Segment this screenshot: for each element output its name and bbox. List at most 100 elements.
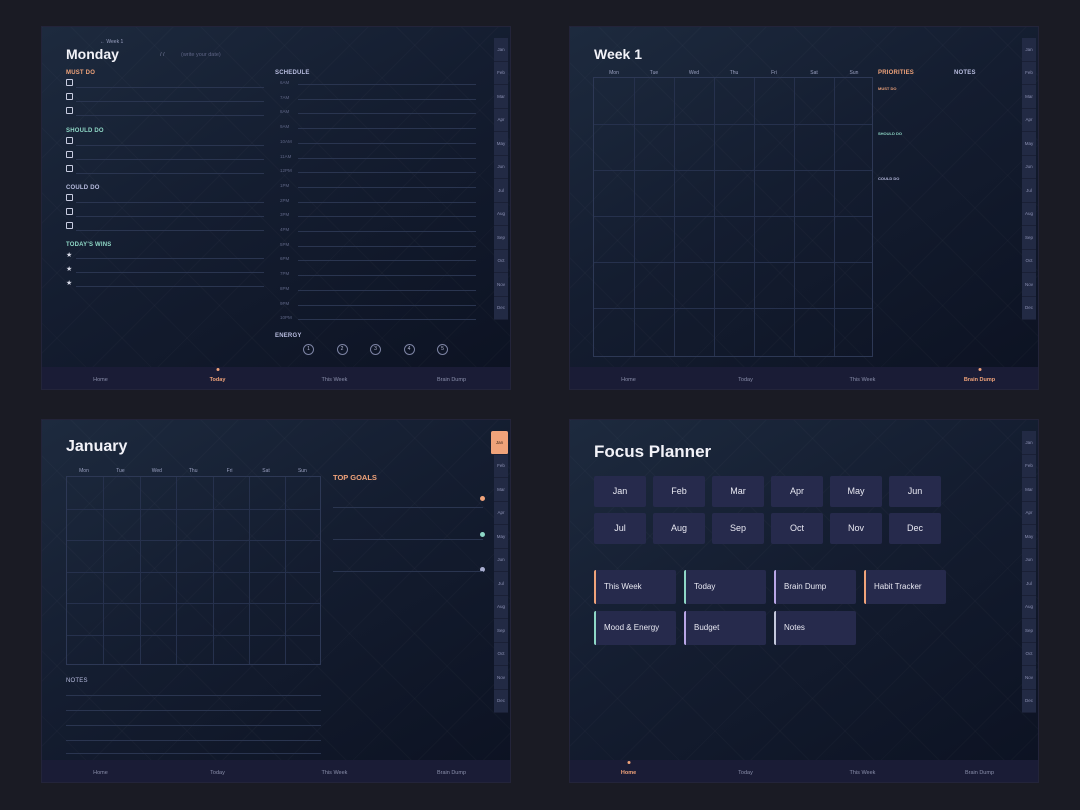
win-line[interactable] — [76, 272, 264, 273]
tab-jul[interactable]: Jul — [494, 572, 508, 596]
schedule-slot[interactable] — [298, 275, 476, 277]
quick-link-this-week[interactable]: This Week — [594, 570, 676, 604]
energy-level-1[interactable]: 1 — [303, 344, 314, 355]
nav-this-week[interactable]: This Week — [321, 770, 348, 776]
schedule-slot[interactable] — [298, 157, 476, 159]
checkbox[interactable] — [66, 151, 73, 158]
tab-dec[interactable]: Dec — [494, 297, 508, 320]
month-button-jul[interactable]: Jul — [594, 513, 646, 544]
schedule-slot[interactable] — [298, 113, 476, 115]
schedule-slot[interactable] — [298, 260, 476, 262]
goal-line[interactable] — [333, 507, 483, 508]
schedule-slot[interactable] — [298, 245, 476, 247]
tab-dec[interactable]: Dec — [1022, 297, 1036, 320]
tab-sep[interactable]: Sep — [1022, 226, 1036, 250]
note-line[interactable] — [66, 725, 321, 726]
tab-nov[interactable]: Nov — [494, 273, 508, 297]
schedule-slot[interactable] — [298, 84, 476, 85]
tab-jun[interactable]: Jun — [1022, 156, 1036, 179]
energy-level-4[interactable]: 4 — [403, 344, 415, 355]
task-line[interactable] — [76, 145, 264, 146]
tab-may[interactable]: May — [1022, 525, 1036, 549]
checkbox[interactable] — [66, 222, 73, 229]
goal-line[interactable] — [333, 571, 483, 572]
task-line[interactable] — [76, 101, 264, 102]
tab-jan[interactable]: Jan — [491, 431, 508, 455]
tab-aug[interactable]: Aug — [1022, 596, 1036, 619]
schedule-slot[interactable] — [298, 231, 476, 232]
schedule-slot[interactable] — [298, 304, 476, 306]
tab-apr[interactable]: Apr — [1022, 109, 1036, 132]
tab-sep[interactable]: Sep — [1022, 619, 1036, 643]
nav-brain-dump[interactable]: Brain Dump — [964, 770, 995, 776]
energy-level-2[interactable]: 2 — [336, 344, 348, 355]
week-grid[interactable] — [593, 77, 873, 357]
month-button-jun[interactable]: Jun — [889, 476, 941, 507]
quick-link-habit-tracker[interactable]: Habit Tracker — [864, 570, 946, 604]
tab-mar[interactable]: Mar — [1022, 478, 1036, 502]
nav-this-week[interactable]: This Week — [849, 377, 876, 383]
note-line[interactable] — [66, 753, 321, 754]
nav-today[interactable]: Today — [210, 770, 225, 776]
tab-mar[interactable]: Mar — [494, 85, 508, 109]
tab-nov[interactable]: Nov — [1022, 666, 1036, 690]
nav-today[interactable]: Today — [159, 367, 276, 389]
tab-nov[interactable]: Nov — [494, 666, 508, 690]
schedule-slot[interactable] — [298, 172, 476, 174]
tab-sep[interactable]: Sep — [494, 619, 508, 643]
tab-feb[interactable]: Feb — [1022, 62, 1036, 85]
tab-dec[interactable]: Dec — [1022, 690, 1036, 713]
month-button-mar[interactable]: Mar — [712, 476, 764, 507]
win-line[interactable] — [76, 258, 264, 259]
nav-home[interactable]: Home — [93, 377, 108, 383]
nav-brain-dump[interactable]: Brain Dump — [921, 367, 1038, 389]
tab-feb[interactable]: Feb — [494, 62, 508, 85]
task-line[interactable] — [76, 216, 264, 217]
tab-oct[interactable]: Oct — [1022, 643, 1036, 666]
tab-aug[interactable]: Aug — [494, 203, 508, 226]
quick-link-today[interactable]: Today — [684, 570, 766, 604]
schedule-slot[interactable] — [298, 319, 476, 321]
month-grid[interactable] — [66, 476, 321, 665]
task-line[interactable] — [76, 115, 264, 116]
tab-oct[interactable]: Oct — [494, 643, 508, 666]
nav-home[interactable]: Home — [570, 760, 687, 782]
tab-oct[interactable]: Oct — [494, 250, 508, 273]
checkbox[interactable] — [66, 208, 73, 215]
month-button-jan[interactable]: Jan — [594, 476, 646, 507]
tab-apr[interactable]: Apr — [494, 109, 508, 132]
quick-link-budget[interactable]: Budget — [684, 611, 766, 645]
tab-jan[interactable]: Jan — [494, 38, 508, 62]
tab-nov[interactable]: Nov — [1022, 273, 1036, 297]
task-line[interactable] — [76, 87, 264, 88]
tab-dec[interactable]: Dec — [494, 690, 508, 713]
tab-sep[interactable]: Sep — [494, 226, 508, 250]
quick-link-brain-dump[interactable]: Brain Dump — [774, 570, 856, 604]
nav-brain-dump[interactable]: Brain Dump — [436, 377, 467, 383]
tab-feb[interactable]: Feb — [1022, 455, 1036, 478]
note-line[interactable] — [66, 695, 321, 696]
tab-feb[interactable]: Feb — [494, 455, 508, 478]
nav-home[interactable]: Home — [621, 377, 636, 383]
month-button-sep[interactable]: Sep — [712, 513, 764, 544]
nav-home[interactable]: Home — [93, 770, 108, 776]
energy-level-3[interactable]: 3 — [370, 344, 381, 355]
tab-mar[interactable]: Mar — [1022, 85, 1036, 109]
nav-this-week[interactable]: This Week — [321, 377, 348, 383]
schedule-slot[interactable] — [298, 128, 476, 130]
tab-jul[interactable]: Jul — [494, 179, 508, 203]
nav-brain-dump[interactable]: Brain Dump — [436, 770, 467, 776]
task-line[interactable] — [76, 173, 264, 174]
nav-today[interactable]: Today — [738, 770, 753, 776]
month-button-nov[interactable]: Nov — [830, 513, 882, 544]
checkbox[interactable] — [66, 79, 73, 86]
tab-aug[interactable]: Aug — [1022, 203, 1036, 226]
month-button-apr[interactable]: Apr — [771, 476, 823, 507]
month-button-may[interactable]: May — [830, 476, 882, 507]
month-button-dec[interactable]: Dec — [889, 513, 941, 544]
checkbox[interactable] — [66, 93, 73, 100]
tab-jul[interactable]: Jul — [1022, 179, 1036, 203]
quick-link-notes[interactable]: Notes — [774, 611, 856, 645]
tab-mar[interactable]: Mar — [494, 478, 508, 502]
checkbox[interactable] — [66, 137, 73, 144]
